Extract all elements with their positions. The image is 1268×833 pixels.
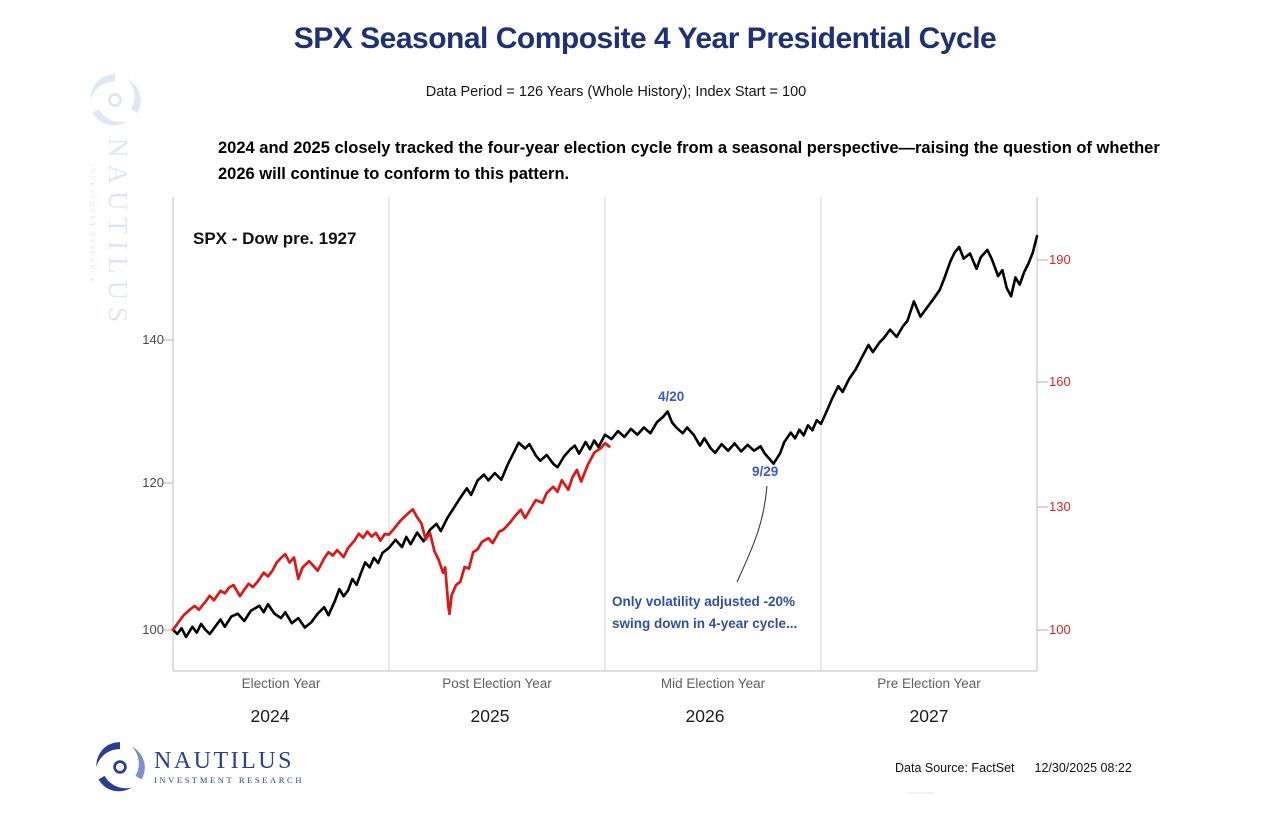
xsection-label: Pre Election Year (877, 676, 981, 691)
logo-name: NAUTILUS (154, 748, 294, 774)
right-tick-160: 160 (1049, 374, 1071, 389)
right-tick-190: 190 (1049, 252, 1071, 267)
xsection-election-year: Election Year (173, 676, 389, 691)
commentary-text: 2024 and 2025 closely tracked the four-y… (218, 139, 1160, 184)
xsection-mid-election-year: Mid Election Year (605, 676, 821, 691)
nautilus-spiral-icon (90, 74, 141, 126)
left-tick-100: 100 (142, 622, 164, 637)
logo-text: NAUTILUS INVESTMENT RESEARCH (154, 749, 304, 785)
xsection-label: Mid Election Year (660, 676, 766, 691)
year-2025: 2025 (470, 706, 510, 726)
year-2026: 2026 (685, 706, 725, 726)
nautilus-logo: NAUTILUS INVESTMENT RESEARCH (92, 740, 304, 794)
nautilus-spiral-icon (96, 742, 145, 792)
xsection-pre-election-year: Pre Election Year (821, 676, 1037, 691)
data-source: Data Source: FactSet 12/30/2025 08:22 (895, 761, 1132, 775)
chart-subtitle: Data Period = 126 Years (Whole History);… (425, 84, 807, 100)
year-2024: 2024 (250, 706, 290, 726)
data-source-timestamp: 12/30/2025 08:22 (1034, 761, 1132, 775)
annotation-peak-date: 4/20 (658, 389, 685, 404)
annotation-note-line1: Only volatility adjusted -20% (612, 594, 796, 609)
xsection-label: Election Year (241, 676, 321, 691)
chart-plot-area (163, 197, 1048, 672)
watermark-tagline: INVESTMENT RESEARCH (88, 164, 96, 285)
watermark-name: NAUTILUS (103, 138, 133, 329)
nautilus-watermark: NAUTILUS INVESTMENT RESEARCH (84, 72, 164, 332)
left-tick-120: 120 (142, 475, 164, 490)
xsection-label: Post Election Year (442, 676, 552, 691)
right-tick-100: 100 (1049, 622, 1071, 637)
annotation-note-line2: swing down in 4-year cycle... (612, 615, 798, 631)
page-title: SPX Seasonal Composite 4 Year Presidenti… (293, 22, 997, 55)
axis-tick-marks (163, 259, 1048, 631)
xsection-post-election-year: Post Election Year (389, 676, 605, 691)
series-actual-spx-2024-2025 (171, 441, 611, 632)
series-seasonal-composite (171, 234, 1039, 639)
logo-tagline: INVESTMENT RESEARCH (154, 775, 305, 785)
page-smudge (908, 792, 934, 794)
year-2027: 2027 (909, 706, 949, 726)
right-tick-130: 130 (1049, 499, 1071, 514)
left-tick-140: 140 (142, 332, 164, 347)
annotation-note: Only volatility adjusted -20% swing down… (612, 591, 797, 634)
series-label: SPX - Dow pre. 1927 (193, 229, 357, 248)
annotation-connector-line (736, 485, 768, 583)
annotation-trough-date: 9/29 (752, 464, 779, 479)
data-source-label: Data Source: FactSet (895, 761, 1015, 775)
